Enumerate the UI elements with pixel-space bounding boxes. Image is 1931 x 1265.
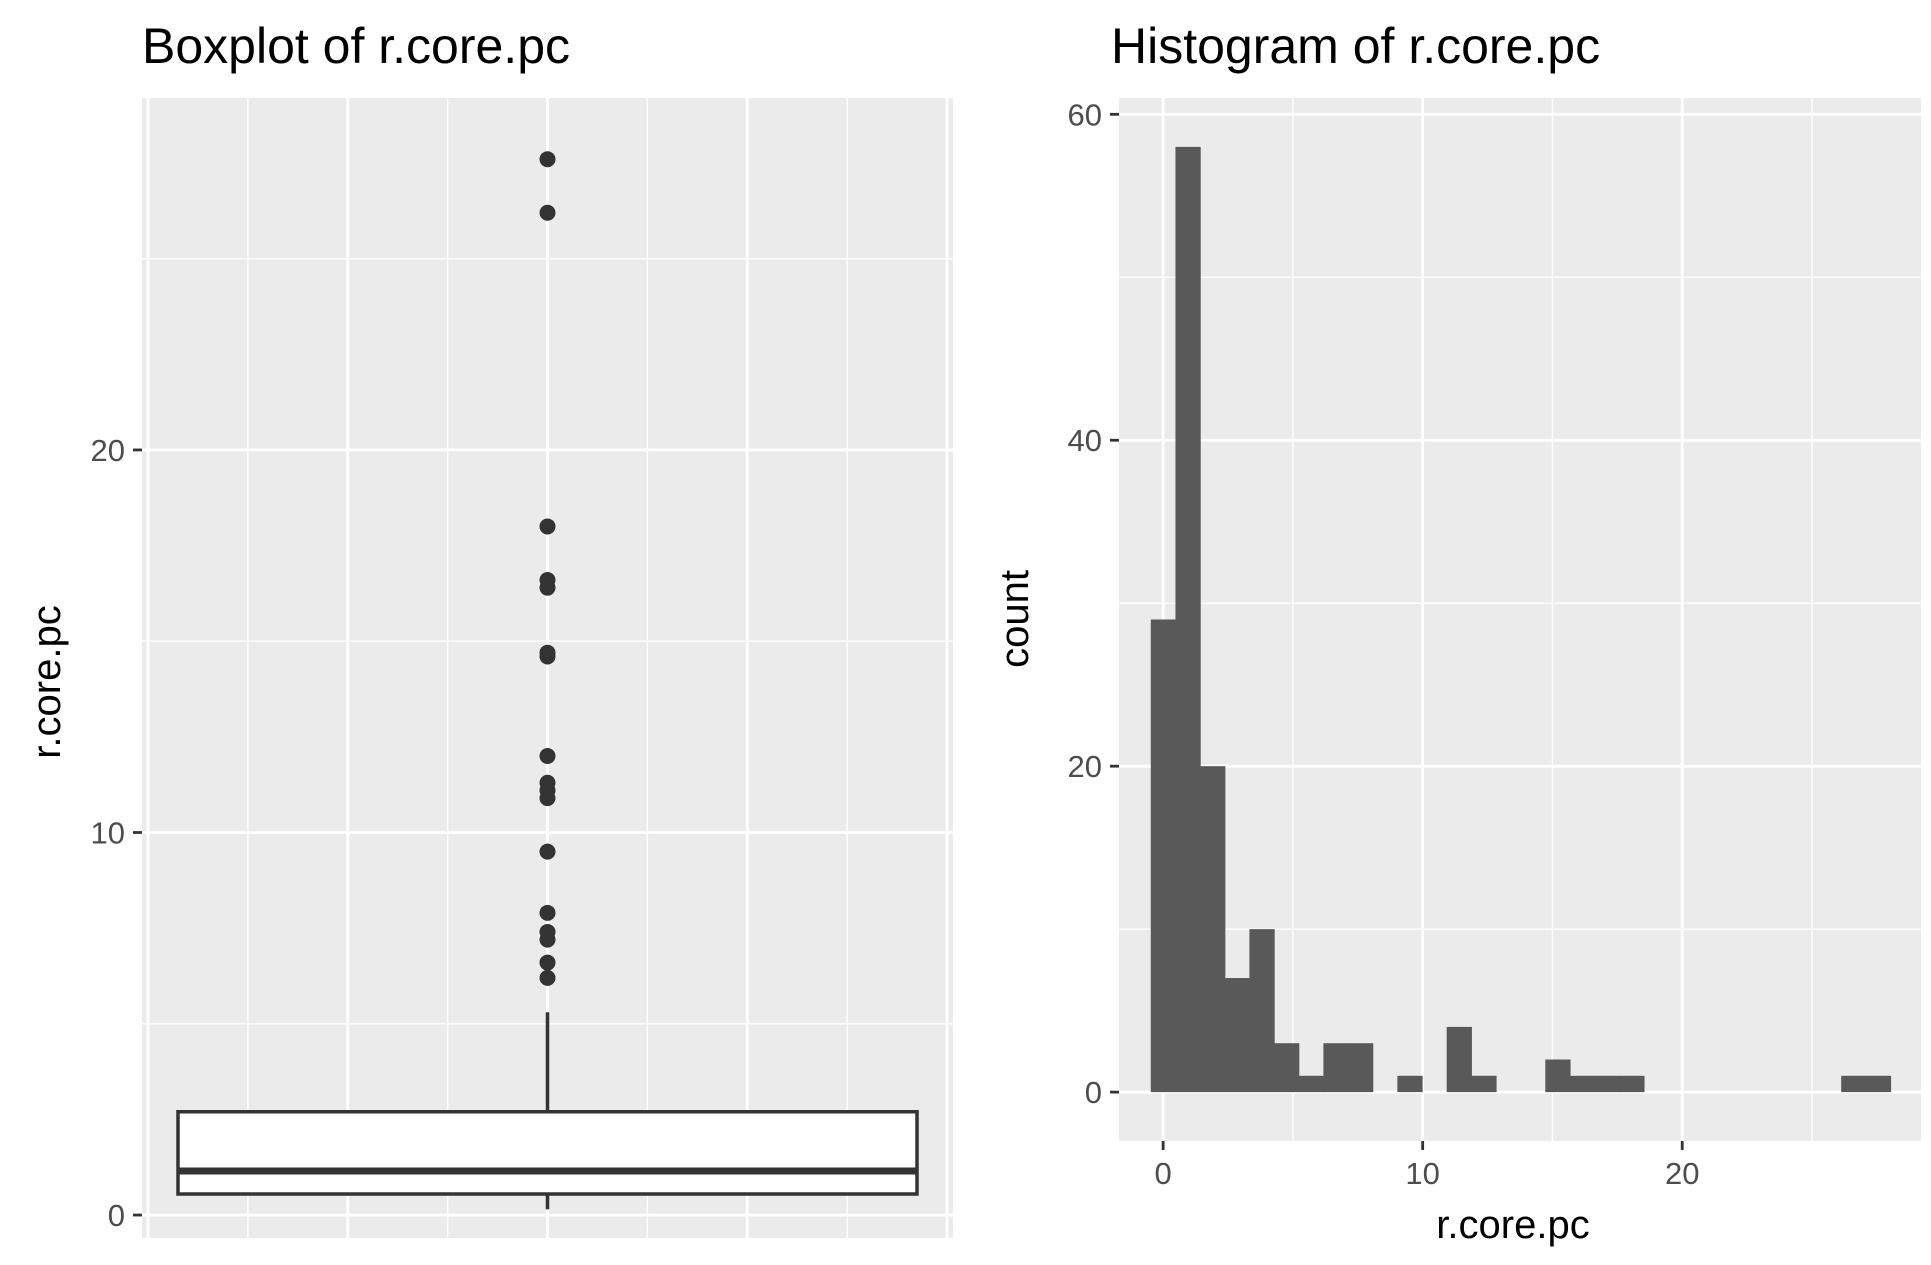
histogram-x-axis-title: r.core.pc	[1436, 1203, 1589, 1247]
boxplot-y-axis: 0 10 20	[91, 433, 142, 1233]
histogram-bar	[1200, 766, 1226, 1093]
boxplot-outlier-point	[539, 518, 556, 535]
histogram-bar	[1865, 1075, 1892, 1093]
histogram-bar	[1841, 1075, 1867, 1093]
histogram-bar	[1175, 146, 1201, 1093]
boxplot-title: Boxplot of r.core.pc	[142, 18, 570, 74]
boxplot-outlier-point	[539, 648, 556, 665]
histogram-bar	[1150, 619, 1177, 1093]
histogram-bar	[1323, 1043, 1349, 1093]
boxplot-panel: Boxplot of r.core.pc r.core.pc 0 10 20	[25, 18, 953, 1238]
histogram-bar	[1446, 1026, 1472, 1093]
boxplot-y-tick-label: 10	[91, 815, 125, 850]
histogram-x-tick-label: 0	[1154, 1156, 1171, 1191]
boxplot-y-tick-label: 0	[108, 1198, 125, 1233]
boxplot-outlier-point	[539, 904, 556, 921]
histogram-bar	[1348, 1043, 1374, 1093]
histogram-bars	[1150, 146, 1892, 1093]
boxplot-y-tick-label: 20	[91, 433, 125, 468]
histogram-x-tick-label: 20	[1665, 1156, 1699, 1191]
histogram-panel: Histogram of r.core.pc count r.core.pc 0…	[993, 18, 1921, 1247]
boxplot-box-group	[176, 1012, 919, 1210]
histogram-x-axis: 0 10 20	[1154, 1141, 1699, 1191]
histogram-y-axis-title: count	[993, 570, 1037, 668]
boxplot-outlier-point	[539, 790, 556, 807]
histogram-x-tick-label: 10	[1405, 1156, 1439, 1191]
boxplot-outlier-point	[539, 931, 556, 948]
boxplot-outlier-point	[539, 843, 556, 860]
histogram-y-axis: 0 20 40 60	[1068, 97, 1119, 1110]
histogram-bar	[1619, 1075, 1645, 1093]
histogram-bar	[1298, 1075, 1324, 1093]
boxplot-outlier-point	[539, 579, 556, 596]
histogram-y-tick-label: 20	[1068, 749, 1102, 784]
boxplot-outlier-point	[539, 204, 556, 221]
histogram-title: Histogram of r.core.pc	[1111, 18, 1600, 74]
boxplot-box	[176, 1110, 919, 1196]
histogram-bar	[1397, 1075, 1423, 1093]
boxplot-outlier-point	[539, 747, 556, 764]
boxplot-y-axis-title: r.core.pc	[25, 605, 69, 758]
histogram-bar	[1274, 1043, 1300, 1093]
histogram-bar	[1471, 1075, 1497, 1093]
histogram-bar	[1224, 978, 1251, 1093]
histogram-y-tick-label: 60	[1068, 97, 1102, 132]
histogram-bar	[1545, 1059, 1571, 1093]
histogram-bar	[1249, 929, 1275, 1093]
histogram-y-tick-label: 40	[1068, 423, 1102, 458]
boxplot-outliers	[539, 151, 556, 986]
boxplot-outlier-point	[539, 969, 556, 986]
boxplot-outlier-point	[539, 954, 556, 971]
histogram-y-tick-label: 0	[1085, 1075, 1102, 1110]
histogram-bar	[1594, 1075, 1620, 1093]
boxplot-outlier-point	[539, 151, 556, 168]
histogram-bar	[1569, 1075, 1596, 1093]
